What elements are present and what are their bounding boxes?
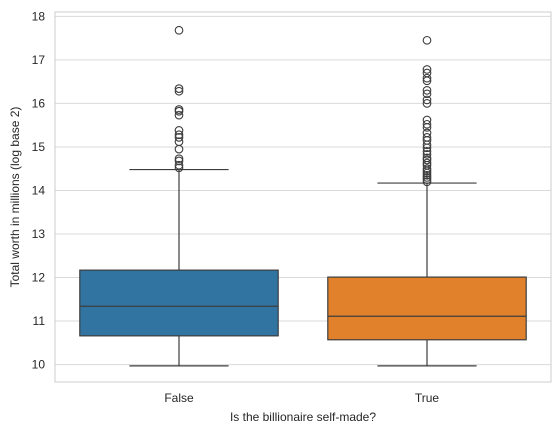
outlier-point (174, 86, 184, 96)
outlier-point (174, 137, 184, 147)
outlier-point (174, 154, 184, 164)
x-axis-label: Is the billionaire self-made? (230, 410, 376, 424)
outlier-point (422, 164, 432, 174)
plot-frame (54, 11, 552, 383)
outlier-point (422, 149, 432, 159)
y-tick-label: 11 (33, 314, 46, 328)
outlier-point (422, 115, 432, 125)
y-tick-label: 10 (32, 358, 46, 372)
outlier-point (174, 156, 184, 166)
y-tick-label: 17 (32, 53, 46, 67)
y-tick-label: 12 (32, 271, 46, 285)
outlier-point (174, 160, 184, 170)
y-tick-label: 13 (32, 227, 46, 241)
box-group-true (327, 35, 527, 367)
outlier-point (422, 170, 432, 180)
outlier-point (174, 84, 184, 93)
outlier-point (422, 146, 432, 156)
outlier-point (422, 35, 432, 45)
outlier-point (422, 68, 432, 78)
outlier-point (174, 130, 184, 140)
outlier-point (174, 163, 184, 173)
iqr-box (327, 276, 527, 341)
outlier-point (174, 126, 184, 135)
y-tick-label: 14 (32, 183, 46, 197)
outlier-point (422, 158, 432, 168)
x-tick-labels: False True (164, 391, 439, 405)
outlier-point (422, 86, 432, 95)
outlier-point (174, 133, 184, 142)
y-tick-label: 15 (32, 140, 46, 154)
outlier-point (422, 177, 432, 187)
outlier-point (422, 99, 432, 108)
outlier-point (422, 128, 432, 138)
x-tick-label: False (164, 391, 194, 405)
box-series (79, 25, 527, 367)
outlier-point (422, 119, 432, 129)
y-tick-label: 18 (32, 9, 46, 23)
outlier-point (422, 73, 432, 83)
outlier-point (422, 89, 432, 99)
outlier-point (422, 153, 432, 163)
y-tick-label: 16 (32, 96, 46, 110)
outlier-point (174, 110, 184, 120)
x-tick-label: True (415, 391, 440, 405)
outlier-point (422, 133, 432, 142)
outlier-point (422, 95, 432, 105)
iqr-box (79, 269, 279, 337)
outlier-point (422, 65, 432, 74)
outlier-point (174, 25, 184, 35)
outlier-point (174, 105, 184, 114)
y-axis-label: Total worth in millions (log base 2) (8, 107, 22, 288)
y-tick-labels: 10 11 12 13 14 15 16 17 18 (32, 9, 46, 371)
outlier-point (422, 173, 432, 182)
outlier-point (422, 155, 432, 165)
box-group-false (79, 25, 279, 367)
outlier-point (422, 175, 432, 184)
